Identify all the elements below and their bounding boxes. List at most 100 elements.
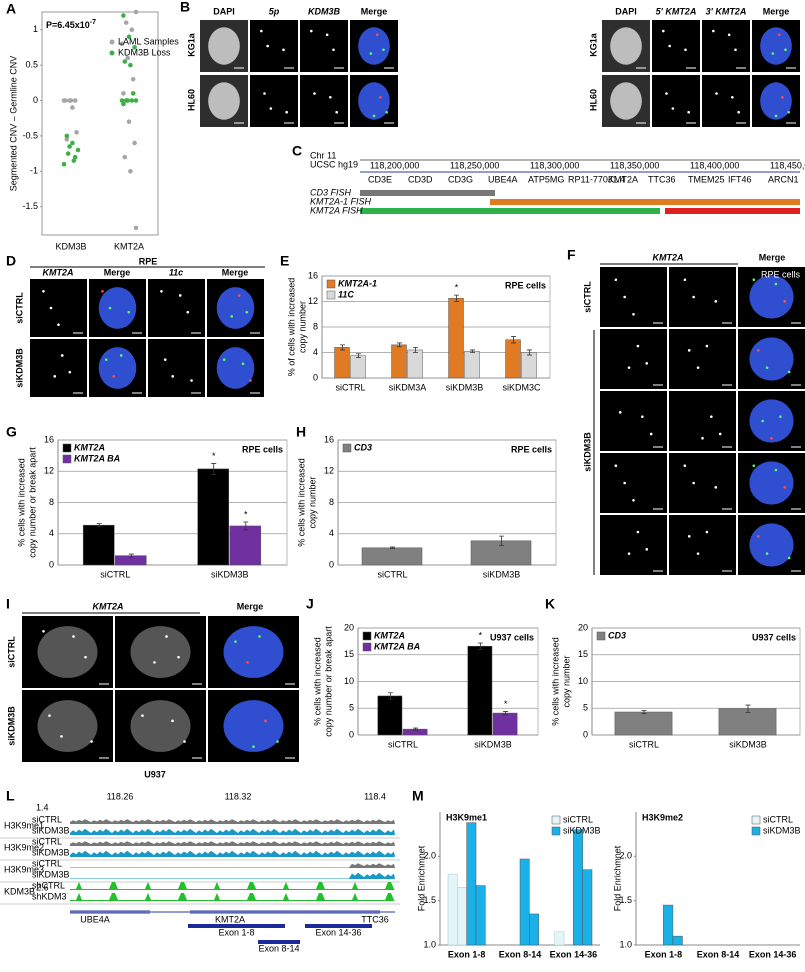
data-point bbox=[72, 154, 78, 160]
column-label: KMT2A bbox=[43, 267, 74, 277]
fish-signal bbox=[263, 92, 266, 95]
gene-label: KMT2A bbox=[608, 174, 638, 184]
row-label: KG1a bbox=[186, 32, 196, 57]
fish-signal bbox=[731, 95, 734, 99]
data-point bbox=[133, 9, 139, 15]
track-mark: H3K9me3 bbox=[4, 864, 44, 874]
fish-signal bbox=[325, 33, 329, 37]
error-bar bbox=[243, 521, 249, 531]
signal-track bbox=[70, 819, 395, 824]
fish-signal bbox=[714, 486, 718, 489]
fish-signal bbox=[774, 114, 778, 118]
nucleus bbox=[37, 626, 98, 678]
bar bbox=[197, 468, 230, 566]
row-label: siKDM3B bbox=[6, 706, 16, 746]
signal-track bbox=[70, 882, 395, 890]
track-mark: KDM3B bbox=[4, 886, 35, 896]
y-axis-label: copy number bbox=[297, 301, 307, 353]
bar bbox=[447, 873, 458, 946]
y-tick-label: -0.5 bbox=[22, 130, 38, 140]
fish-signal bbox=[761, 419, 764, 423]
fish-signal bbox=[623, 295, 626, 299]
data-point bbox=[61, 161, 67, 167]
nucleus bbox=[208, 82, 240, 120]
signal-track bbox=[70, 872, 395, 879]
legend-swatch bbox=[326, 279, 336, 289]
fish-signal bbox=[623, 481, 626, 485]
fish-signal bbox=[266, 44, 269, 48]
y-tick-label: 16 bbox=[44, 434, 54, 444]
data-point bbox=[64, 133, 70, 139]
x-tick-label: Exon 14-36 bbox=[749, 949, 797, 959]
x-tick-label: siCTRL bbox=[377, 569, 407, 579]
fish-signal bbox=[737, 110, 740, 114]
column-label: 11c bbox=[169, 267, 183, 277]
fish-signal bbox=[177, 655, 180, 659]
gene-label: TTC36 bbox=[648, 174, 676, 184]
fish-signal bbox=[101, 289, 104, 293]
bar bbox=[115, 555, 147, 566]
track-sample: siCTRL bbox=[32, 836, 62, 846]
nucleus bbox=[749, 275, 794, 319]
bar bbox=[519, 858, 530, 946]
data-point bbox=[70, 105, 75, 110]
fish-signal bbox=[687, 535, 691, 538]
fish-signal bbox=[42, 629, 45, 633]
image-cell bbox=[300, 20, 348, 72]
coordinate: 118,450,000 bbox=[770, 160, 805, 170]
gene-label: UBE4A bbox=[80, 914, 110, 924]
nucleus bbox=[610, 27, 642, 65]
cell-line-label: RPE cells bbox=[242, 444, 283, 454]
significance-label: * bbox=[479, 630, 483, 640]
row-label: siKDM3B bbox=[582, 432, 592, 472]
fish-signal bbox=[282, 48, 285, 52]
fish-signal bbox=[269, 107, 273, 110]
data-point bbox=[129, 27, 135, 32]
amplicon bbox=[305, 924, 372, 928]
y-tick-label: 1.5 bbox=[619, 895, 632, 905]
bar bbox=[464, 350, 480, 379]
fish-signal bbox=[249, 379, 252, 382]
y-tick-label: 0 bbox=[33, 95, 38, 105]
data-point bbox=[130, 76, 136, 82]
fish-signal bbox=[104, 358, 108, 361]
fish-signal bbox=[784, 48, 787, 52]
track-sample: siKDM3B bbox=[32, 869, 70, 879]
fish-signal bbox=[90, 740, 93, 743]
fish-signal bbox=[53, 375, 57, 378]
fish-signal bbox=[696, 366, 700, 369]
y-axis-label: % cells with increased bbox=[296, 458, 306, 547]
legend-label: KMT2A bbox=[74, 442, 105, 452]
image-cell bbox=[250, 75, 298, 127]
fish-signal bbox=[668, 44, 671, 48]
legend-swatch bbox=[362, 642, 372, 652]
error-bar bbox=[397, 342, 403, 348]
y-tick-label: 1.0 bbox=[619, 939, 632, 949]
panel-letter: D bbox=[6, 253, 16, 269]
plot-frame bbox=[41, 11, 159, 236]
fish-signal bbox=[264, 719, 267, 723]
fish-signal bbox=[632, 498, 635, 502]
track-sample: shKDM3 bbox=[32, 891, 67, 901]
y-tick-label: 16 bbox=[308, 270, 318, 280]
probe-bar bbox=[360, 208, 660, 214]
x-tick-label: siCTRL bbox=[100, 569, 130, 579]
legend-swatch bbox=[551, 815, 561, 825]
fish-signal bbox=[153, 661, 156, 664]
image-cell bbox=[702, 75, 750, 127]
image-cell bbox=[30, 339, 87, 397]
legend-label: KMT2A BA bbox=[74, 453, 120, 463]
fish-signal bbox=[222, 358, 226, 361]
image-cell bbox=[250, 20, 298, 72]
signal-track bbox=[70, 841, 395, 846]
data-point bbox=[123, 20, 129, 25]
fish-signal bbox=[727, 33, 731, 37]
y-tick-label: 1.0 bbox=[423, 939, 436, 949]
y-axis-label: % cells with increased bbox=[16, 458, 26, 547]
significance-label: * bbox=[212, 451, 216, 461]
data-point bbox=[132, 140, 137, 146]
signal-track bbox=[70, 893, 395, 901]
bar bbox=[573, 829, 583, 946]
legend-label: siCTRL bbox=[563, 814, 593, 824]
